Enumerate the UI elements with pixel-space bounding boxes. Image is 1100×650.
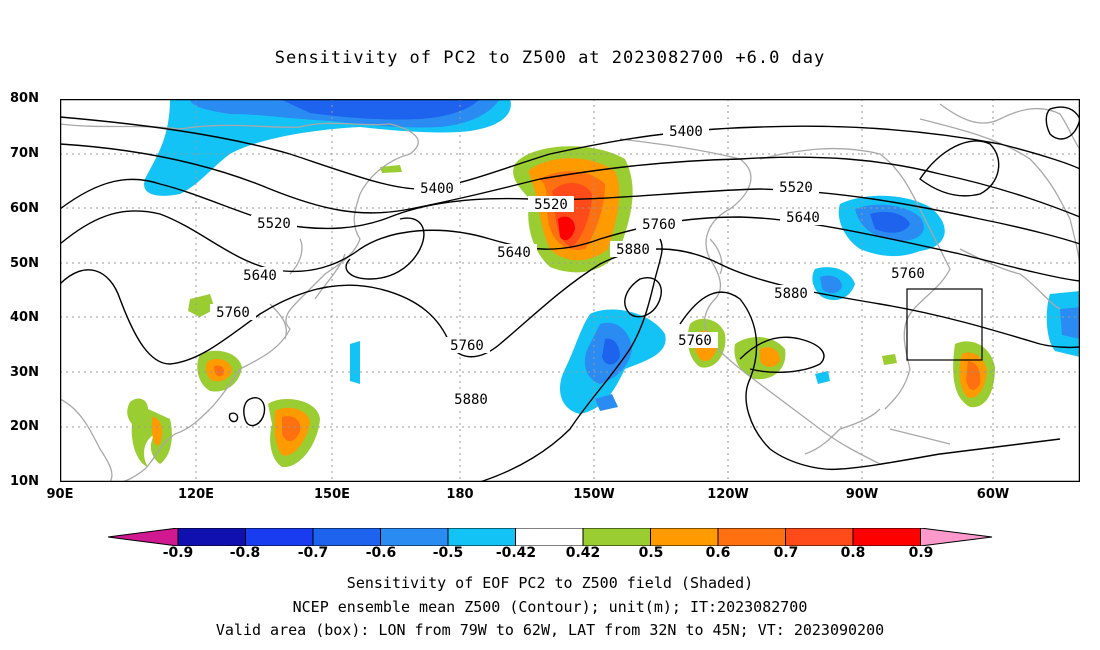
colorbar-cell <box>245 528 314 546</box>
footer-line-1: Sensitivity of EOF PC2 to Z500 field (Sh… <box>346 574 754 592</box>
colorbar <box>108 528 993 546</box>
lon-label-60w: 60W <box>976 487 1010 502</box>
contour-label: 5640 <box>786 210 820 226</box>
colorbar-cell <box>650 528 719 546</box>
colorbar-cell <box>582 528 651 546</box>
contour-label: 5760 <box>450 338 484 354</box>
lon-label-90w: 90W <box>845 487 879 502</box>
map-panel: 5400 5400 5520 5520 5520 5640 5640 5640 … <box>60 99 1080 482</box>
colorbar-label: 0.8 <box>840 545 866 561</box>
colorbar-cell <box>447 528 516 546</box>
lon-label-150e: 150E <box>313 487 351 502</box>
colorbar-cell <box>312 528 381 546</box>
contour-label: 5520 <box>779 180 813 196</box>
colorbar-cell <box>380 528 449 546</box>
colorbar-label: -0.7 <box>297 545 329 561</box>
lon-label-180: 180 <box>446 487 474 502</box>
contour-label: 5760 <box>891 266 925 282</box>
contour-label: 5520 <box>257 216 291 232</box>
lon-label-120w: 120W <box>707 487 749 502</box>
colorbar-label: -0.42 <box>495 545 537 561</box>
footer-line-3: Valid area (box): LON from 79W to 62W, L… <box>215 621 885 639</box>
colorbar-label: 0.6 <box>705 545 731 561</box>
lat-label-70n: 70N <box>10 146 39 161</box>
colorbar-label: -0.8 <box>229 545 261 561</box>
colorbar-label: 0.9 <box>908 545 934 561</box>
contour-label: 5640 <box>243 268 277 284</box>
colorbar-label: 0.5 <box>638 545 664 561</box>
colorbar-low-extend <box>108 528 179 546</box>
valid-area-box <box>906 288 983 361</box>
contour-label: 5880 <box>774 286 808 302</box>
contour-label: 5400 <box>669 124 703 140</box>
contour-label: 5640 <box>497 245 531 261</box>
lon-label-150w: 150W <box>573 487 615 502</box>
lat-label-20n: 20N <box>10 419 39 434</box>
colorbar-cell <box>852 528 921 546</box>
negative-sensitivity-shading <box>144 99 1080 414</box>
colorbar-cell <box>177 528 246 546</box>
colorbar-cell <box>785 528 854 546</box>
map-border <box>60 99 1080 482</box>
colorbar-label: 0.7 <box>773 545 799 561</box>
contour-label: 5880 <box>616 242 650 258</box>
colorbar-cell <box>515 528 584 546</box>
contour-label: 5520 <box>534 197 568 213</box>
map-title: Sensitivity of PC2 to Z500 at 2023082700… <box>274 48 826 68</box>
coastlines <box>60 103 1080 482</box>
lat-label-40n: 40N <box>10 310 39 325</box>
footer-line-2: NCEP ensemble mean Z500 (Contour); unit(… <box>292 598 808 616</box>
colorbar-label: -0.6 <box>365 545 397 561</box>
lat-label-10n: 10N <box>10 474 39 489</box>
contour-label: 5760 <box>642 217 676 233</box>
colorbar-cell <box>717 528 786 546</box>
lat-label-80n: 80N <box>10 91 39 106</box>
colorbar-high-extend <box>920 528 993 546</box>
lon-label-120e: 120E <box>177 487 215 502</box>
contour-labels: 5400 5400 5520 5520 5520 5640 5640 5640 … <box>210 123 931 408</box>
contour-label: 5880 <box>454 392 488 408</box>
contour-label: 5760 <box>216 305 250 321</box>
colorbar-label: -0.9 <box>162 545 194 561</box>
lat-label-50n: 50N <box>10 256 39 271</box>
colorbar-label: -0.5 <box>432 545 464 561</box>
lat-label-60n: 60N <box>10 201 39 216</box>
contour-label: 5400 <box>420 181 454 197</box>
lat-label-30n: 30N <box>10 365 39 380</box>
colorbar-label: 0.42 <box>565 545 601 561</box>
contour-label: 5760 <box>678 333 712 349</box>
lon-label-90e: 90E <box>46 487 74 502</box>
